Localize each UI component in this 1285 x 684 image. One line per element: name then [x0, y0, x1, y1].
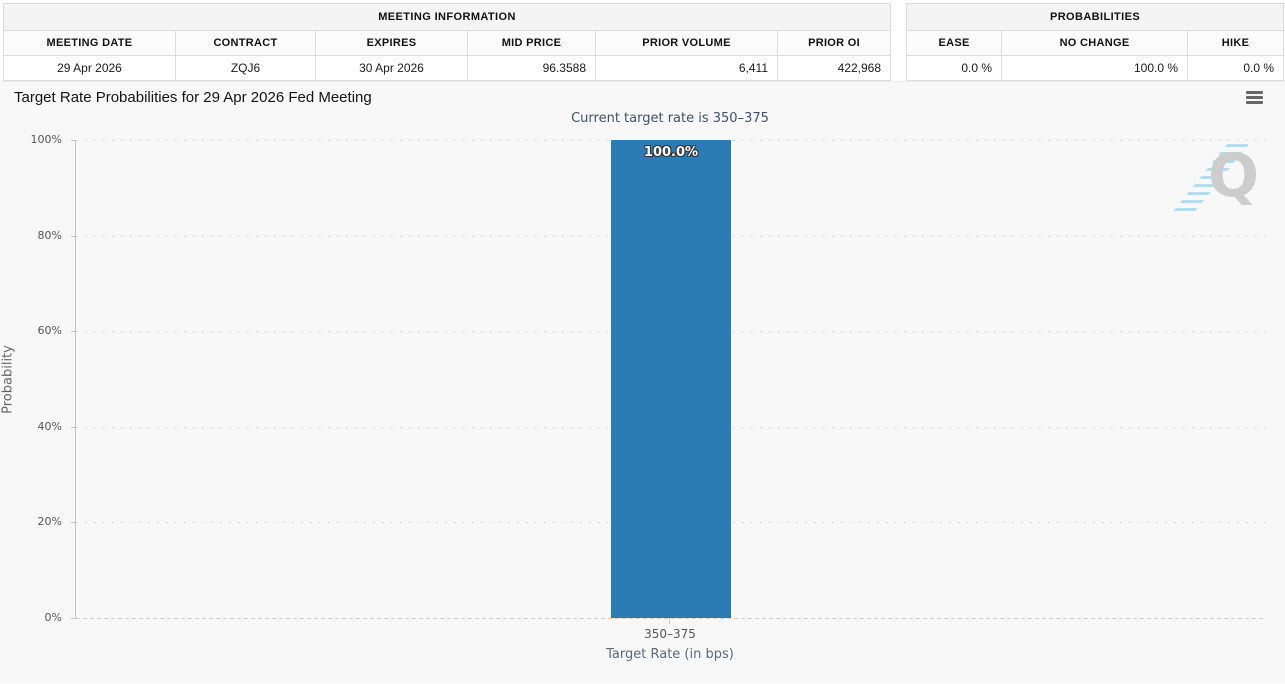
prior-volume-value: 6,411 — [595, 54, 778, 82]
y-axis-tick — [71, 426, 76, 428]
y-tick-label-80: 80% — [37, 228, 62, 242]
y-axis-tick — [71, 235, 76, 237]
hamburger-icon[interactable] — [1246, 91, 1263, 106]
probabilities-header-row: EASE NO CHANGE HIKE — [906, 30, 1285, 56]
probabilities-table: PROBABILITIES EASE NO CHANGE HIKE 0.0 % … — [906, 2, 1285, 82]
col-hike: HIKE — [1187, 30, 1285, 56]
prior-oi-value: 422,968 — [776, 54, 892, 82]
no-change-value: 100.0 % — [1001, 54, 1189, 82]
y-axis-tick — [71, 331, 76, 333]
hike-value: 0.0 % — [1187, 54, 1285, 82]
gridline-0 — [76, 618, 1265, 619]
col-prior-oi: PRIOR OI — [776, 30, 892, 56]
y-axis-tick — [71, 618, 76, 619]
y-tick-label-40: 40% — [37, 419, 62, 433]
quikstrike-watermark: Q — [1171, 141, 1259, 222]
probabilities-row: 0.0 % 100.0 % 0.0 % — [906, 54, 1285, 82]
plot-area: 100.0% — [71, 140, 1265, 619]
col-meeting-date: MEETING DATE — [3, 30, 176, 56]
x-axis-tick — [669, 618, 670, 624]
meeting-information-header-row: MEETING DATE CONTRACT EXPIRES MID PRICE … — [3, 30, 892, 56]
info-tables-strip: MEETING INFORMATION MEETING DATE CONTRAC… — [0, 0, 1285, 82]
x-axis-title: Target Rate (in bps) — [606, 647, 734, 662]
fed-meeting-probability-chart: Target Rate Probabilities for 29 Apr 202… — [0, 81, 1285, 683]
y-tick-label-0: 0% — [44, 611, 62, 624]
mid-price-value: 96.3588 — [467, 54, 596, 82]
contract-value: ZQJ6 — [175, 54, 316, 82]
x-category-label: 350–375 — [644, 627, 696, 641]
bar-value-label: 100.0% — [643, 145, 699, 160]
col-contract: CONTRACT — [175, 30, 316, 56]
meeting-information-table: MEETING INFORMATION MEETING DATE CONTRAC… — [2, 2, 892, 82]
meeting-date-value: 29 Apr 2026 — [3, 54, 176, 82]
y-tick-label-60: 60% — [37, 324, 62, 338]
probability-bar[interactable]: 100.0% — [611, 140, 731, 618]
col-no-change: NO CHANGE — [1001, 30, 1189, 56]
y-tick-label-20: 20% — [37, 515, 62, 529]
y-axis-tick — [71, 140, 76, 141]
expires-value: 30 Apr 2026 — [315, 54, 468, 82]
table-gap — [891, 3, 906, 81]
ease-value: 0.0 % — [906, 54, 1003, 82]
col-expires: EXPIRES — [315, 30, 468, 56]
col-ease: EASE — [906, 30, 1003, 56]
chart-title: Target Rate Probabilities for 29 Apr 202… — [14, 89, 372, 106]
y-axis-tick — [71, 522, 76, 524]
y-axis-labels: 100% 80% 60% 40% 20% 0% — [0, 133, 66, 624]
y-tick-label-100: 100% — [30, 133, 62, 146]
probabilities-title: PROBABILITIES — [906, 2, 1285, 32]
meeting-information-title: MEETING INFORMATION — [2, 2, 892, 32]
chart-subtitle: Current target rate is 350–375 — [571, 111, 769, 126]
col-prior-volume: PRIOR VOLUME — [595, 30, 778, 56]
watermark-q-letter: Q — [1207, 141, 1259, 211]
col-mid-price: MID PRICE — [467, 30, 596, 56]
meeting-information-row: 29 Apr 2026 ZQJ6 30 Apr 2026 96.3588 6,4… — [3, 54, 892, 82]
